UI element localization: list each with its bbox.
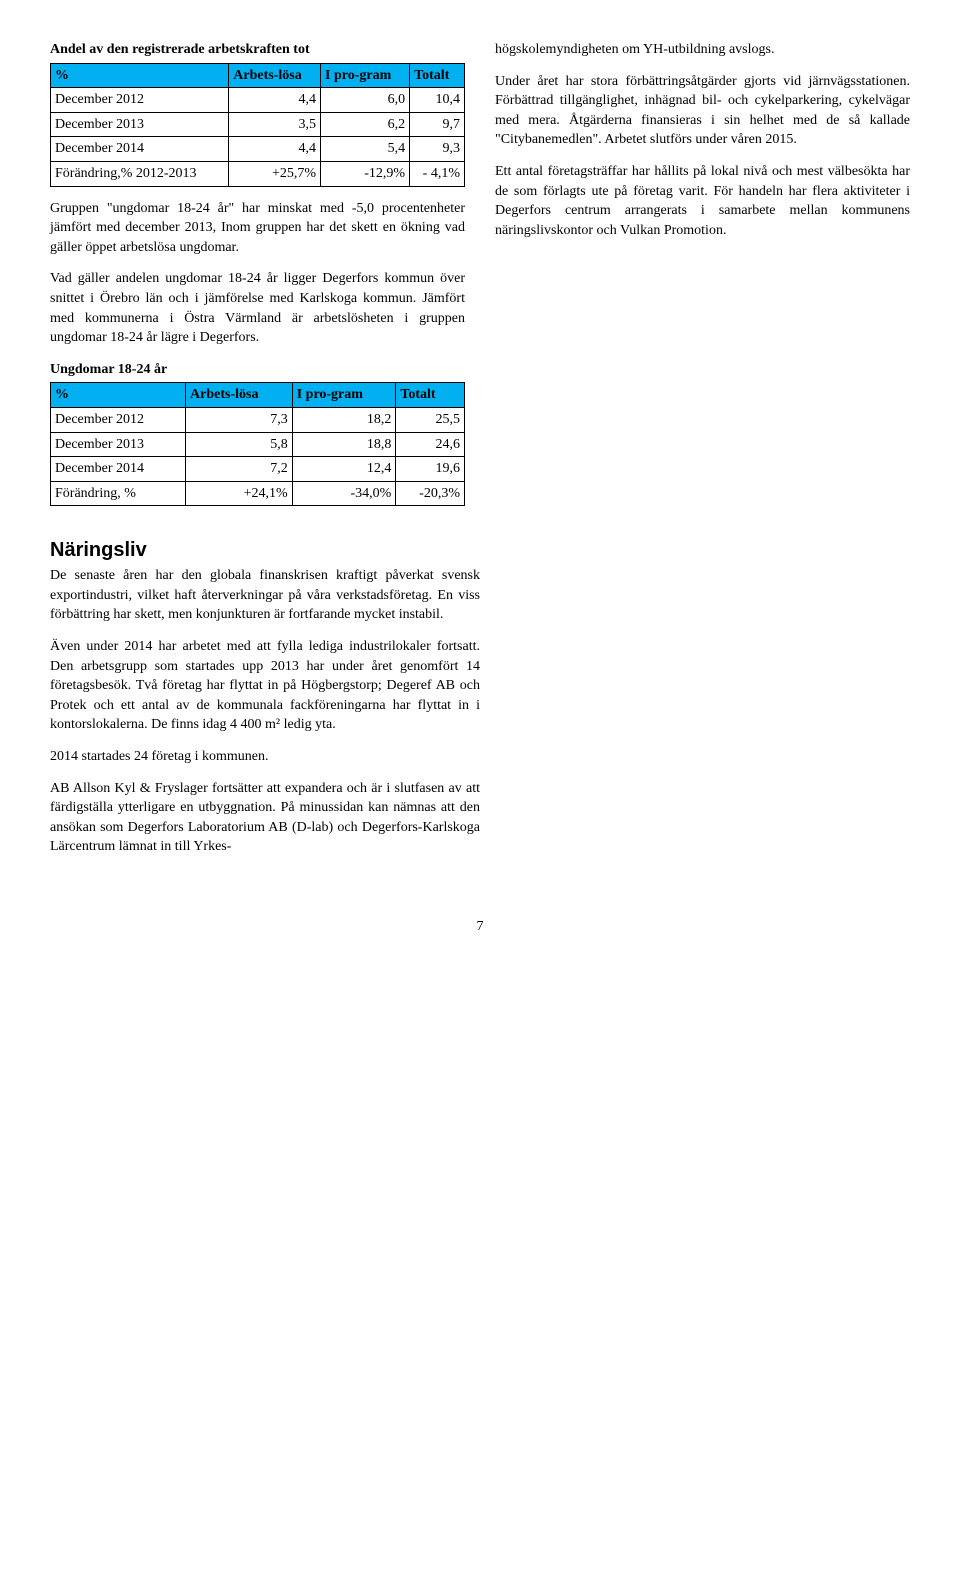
table-row: December 2013 3,5 6,2 9,7 — [51, 112, 465, 137]
table2: % Arbets-lösa I pro-gram Totalt December… — [50, 382, 465, 506]
right-para1: högskolemyndigheten om YH-utbildning avs… — [495, 40, 910, 60]
table1-h0: % — [51, 63, 229, 88]
table2-title: Ungdomar 18-24 år — [50, 360, 465, 380]
naringsliv-p4: AB Allson Kyl & Fryslager fortsätter att… — [50, 779, 480, 857]
naringsliv-p2: Även under 2014 har arbetet med att fyll… — [50, 637, 480, 735]
table2-h2: I pro-gram — [292, 383, 396, 408]
para1: Gruppen "ungdomar 18-24 år" har minskat … — [50, 199, 465, 258]
right-para3: Ett antal företagsträffar har hållits på… — [495, 162, 910, 240]
table-row: December 2013 5,8 18,8 24,6 — [51, 432, 465, 457]
cell: +25,7% — [229, 161, 321, 186]
page-number: 7 — [50, 917, 910, 937]
table1-h1: Arbets-lösa — [229, 63, 321, 88]
cell: 18,8 — [292, 432, 396, 457]
cell: Förändring,% 2012-2013 — [51, 161, 229, 186]
cell: 6,2 — [321, 112, 410, 137]
table-row: December 2012 7,3 18,2 25,5 — [51, 407, 465, 432]
cell: 3,5 — [229, 112, 321, 137]
cell: December 2014 — [51, 457, 186, 482]
cell: 25,5 — [396, 407, 465, 432]
naringsliv-p3: 2014 startades 24 företag i kommunen. — [50, 747, 480, 767]
cell: December 2013 — [51, 112, 229, 137]
table-row: Förändring,% 2012-2013 +25,7% -12,9% - 4… — [51, 161, 465, 186]
table2-h0: % — [51, 383, 186, 408]
table2-header-row: % Arbets-lösa I pro-gram Totalt — [51, 383, 465, 408]
table1-title: Andel av den registrerade arbetskraften … — [50, 40, 465, 60]
table-row: Förändring, % +24,1% -34,0% -20,3% — [51, 481, 465, 506]
cell: 7,2 — [186, 457, 293, 482]
table1-h2: I pro-gram — [321, 63, 410, 88]
right-column: högskolemyndigheten om YH-utbildning avs… — [495, 40, 910, 518]
naringsliv-title: Näringsliv — [50, 536, 480, 564]
table2-h3: Totalt — [396, 383, 465, 408]
cell: December 2013 — [51, 432, 186, 457]
table2-h1: Arbets-lösa — [186, 383, 293, 408]
cell: 6,0 — [321, 88, 410, 113]
cell: 19,6 — [396, 457, 465, 482]
cell: 12,4 — [292, 457, 396, 482]
table1-h3: Totalt — [410, 63, 465, 88]
cell: - 4,1% — [410, 161, 465, 186]
cell: 9,3 — [410, 137, 465, 162]
cell: 5,4 — [321, 137, 410, 162]
cell: 10,4 — [410, 88, 465, 113]
right-para2: Under året har stora förbättringsåtgärde… — [495, 72, 910, 150]
table-row: December 2014 7,2 12,4 19,6 — [51, 457, 465, 482]
cell: 7,3 — [186, 407, 293, 432]
cell: December 2012 — [51, 88, 229, 113]
table1: % Arbets-lösa I pro-gram Totalt December… — [50, 63, 465, 187]
naringsliv-p1: De senaste åren har den globala finanskr… — [50, 566, 480, 625]
table-row: December 2014 4,4 5,4 9,3 — [51, 137, 465, 162]
table-row: December 2012 4,4 6,0 10,4 — [51, 88, 465, 113]
cell: 4,4 — [229, 137, 321, 162]
cell: Förändring, % — [51, 481, 186, 506]
cell: 18,2 — [292, 407, 396, 432]
cell: -20,3% — [396, 481, 465, 506]
cell: 9,7 — [410, 112, 465, 137]
cell: December 2012 — [51, 407, 186, 432]
cell: 4,4 — [229, 88, 321, 113]
cell: +24,1% — [186, 481, 293, 506]
left-column: Andel av den registrerade arbetskraften … — [50, 40, 465, 518]
cell: December 2014 — [51, 137, 229, 162]
naringsliv-section: Näringsliv De senaste åren har den globa… — [50, 536, 495, 857]
para2: Vad gäller andelen ungdomar 18-24 år lig… — [50, 269, 465, 347]
cell: -12,9% — [321, 161, 410, 186]
table1-header-row: % Arbets-lösa I pro-gram Totalt — [51, 63, 465, 88]
cell: 24,6 — [396, 432, 465, 457]
cell: 5,8 — [186, 432, 293, 457]
cell: -34,0% — [292, 481, 396, 506]
